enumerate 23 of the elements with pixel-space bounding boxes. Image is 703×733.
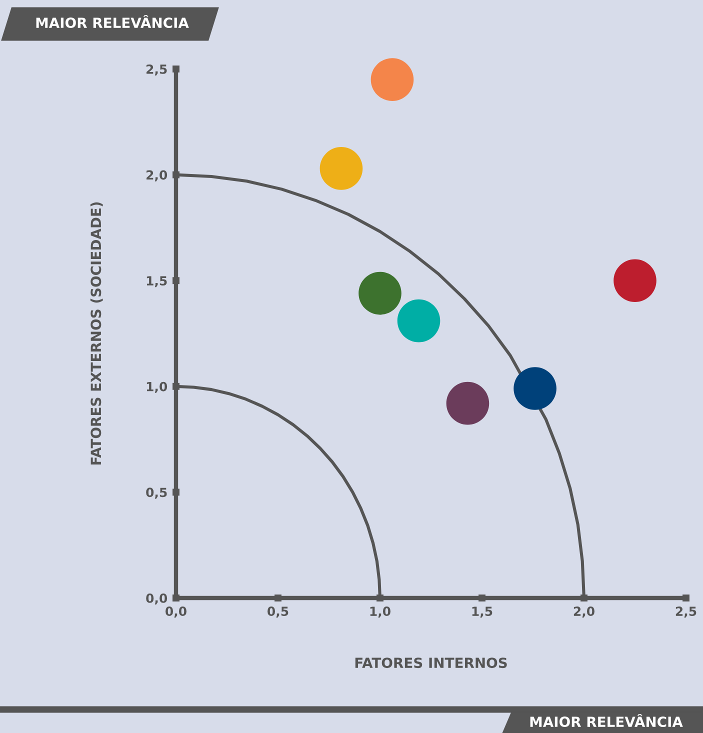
y-tick-label: 1,0 [146,382,168,393]
point [370,58,414,101]
y-tick-label: 0,0 [146,593,168,605]
x-tick-label: 2,5 [676,606,696,618]
y-tick-label: 1,5 [146,276,167,288]
x-tick-label: 1,0 [370,606,390,618]
y-tick-label: 2,0 [146,170,168,182]
x-axis-title: FATORES INTERNOS [355,658,507,668]
text: MAIOR RELEVÂNCIA [530,714,683,728]
text: MAIOR RELEVÂNCIA [36,14,189,28]
point [446,382,490,425]
point [514,367,556,410]
x-tick-label: 0,5 [268,606,288,618]
x-tick-label: 1,5 [472,606,492,618]
x-tick-label: 2,0 [574,606,594,618]
x-tick-label: 0,0 [166,606,186,618]
y-axis-title: FATORES EXTERNOS (SOCIEDADE) [90,202,103,465]
y-tick-label: 0,5 [146,488,167,499]
point [614,259,656,302]
point [358,272,402,315]
y-tick-label: 2,5 [146,64,167,76]
point [320,147,363,190]
point [397,299,440,342]
